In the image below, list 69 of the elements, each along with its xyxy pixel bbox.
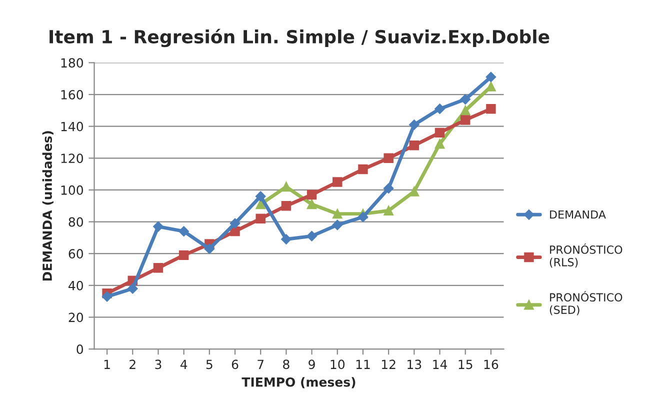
point: [409, 186, 420, 196]
y-tick-label: 60: [68, 249, 84, 259]
point: [281, 182, 292, 192]
x-tick-label: 8: [283, 360, 290, 370]
y-tick-label: 80: [68, 217, 84, 227]
point: [256, 214, 266, 224]
y-tick-label: 100: [61, 185, 84, 195]
x-tick-label: 13: [408, 360, 422, 370]
x-tick-label: 14: [433, 360, 448, 369]
x-tick-label: 7: [258, 360, 264, 369]
x-tick-label: 9: [308, 360, 315, 370]
point: [281, 201, 292, 211]
point: [434, 104, 445, 114]
x-tick-label: 15: [458, 360, 472, 370]
x-axis-title: TIEMPO (meses): [242, 377, 356, 388]
point: [306, 199, 317, 210]
point: [409, 120, 420, 130]
point: [102, 291, 112, 302]
point: [230, 218, 240, 228]
x-tick-label: 6: [232, 360, 238, 370]
x-tick-label: 4: [180, 360, 188, 369]
point: [306, 230, 317, 242]
y-tick-label: 40: [68, 280, 84, 290]
point: [255, 191, 266, 202]
point: [486, 72, 496, 82]
point: [460, 94, 470, 104]
point: [358, 212, 368, 222]
point: [153, 263, 164, 273]
point: [434, 128, 445, 138]
point: [384, 206, 394, 216]
x-tick-label: 2: [130, 360, 136, 369]
y-axis-title: DEMANDA (unidades): [42, 131, 54, 281]
y-tick-label: 160: [61, 90, 84, 100]
x-tick-label: 3: [155, 360, 162, 370]
point: [486, 82, 496, 92]
point: [383, 183, 394, 194]
legend-label: PRONÓSTICO (SED): [550, 291, 622, 316]
point: [434, 138, 445, 149]
x-tick-label: 10: [330, 360, 345, 370]
point: [178, 226, 189, 236]
point: [256, 199, 266, 210]
point: [281, 234, 292, 244]
point: [178, 250, 189, 260]
point: [384, 153, 394, 164]
x-tick-label: 1: [104, 360, 110, 369]
x-tick-label: 11: [356, 360, 370, 369]
point: [306, 190, 317, 200]
point: [486, 104, 496, 114]
y-tick-label: 140: [61, 122, 84, 132]
y-tick-label: 180: [61, 58, 84, 68]
point: [460, 115, 470, 125]
point: [409, 140, 420, 150]
y-tick-label: 20: [68, 312, 84, 322]
y-tick-label: 0: [76, 344, 84, 354]
y-tick-label: 120: [61, 154, 84, 164]
point: [128, 283, 138, 294]
x-tick-label: 12: [382, 360, 396, 369]
point: [332, 177, 342, 187]
x-tick-label: 16: [484, 360, 498, 370]
chart-title: Item 1 - Regresión Lin. Simple / Suaviz.Exp.Doble: [50, 28, 550, 48]
point: [332, 208, 342, 219]
legend-label: DEMANDA: [550, 210, 606, 219]
point: [332, 220, 343, 230]
point: [153, 221, 164, 232]
point: [204, 244, 215, 254]
legend-label: PRONÓSTICO (RLS): [550, 243, 622, 268]
point: [460, 106, 470, 116]
point: [358, 164, 368, 174]
x-tick-label: 5: [206, 360, 212, 370]
